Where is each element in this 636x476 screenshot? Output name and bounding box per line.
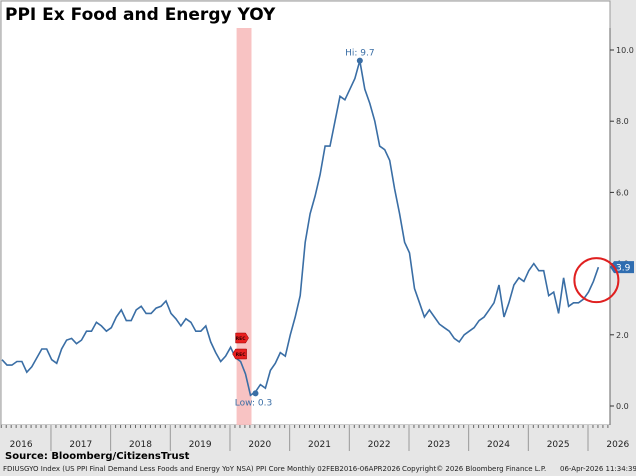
footer-copyright: Copyright© 2026 Bloomberg Finance L.P.: [402, 465, 547, 473]
low-label: Low: 0.3: [235, 398, 272, 408]
y-tick-label: 0.0: [616, 402, 629, 411]
recession-flag-label: REC: [236, 352, 247, 358]
y-tick-label: 10.0: [616, 46, 634, 55]
x-tick-label: 2021: [308, 440, 331, 450]
y-tick-label: 8.0: [616, 117, 629, 126]
low-point: [252, 390, 259, 397]
high-label: Hi: 9.7: [345, 49, 374, 59]
recession-flag-label: REC: [236, 336, 247, 342]
chart-title: PPI Ex Food and Energy YOY: [5, 5, 276, 25]
x-tick-label: 2026: [606, 440, 629, 450]
x-tick-label: 2017: [69, 440, 92, 450]
series-line: [1, 60, 600, 397]
x-tick-label: 2023: [427, 440, 450, 450]
high-point: [356, 57, 363, 64]
recession-band: [236, 28, 252, 425]
x-tick-label: 2022: [368, 440, 391, 450]
x-tick-label: 2016: [10, 440, 33, 450]
source-label: Source: Bloomberg/CitizensTrust: [5, 451, 190, 462]
x-tick-label: 2024: [487, 440, 510, 450]
recession-flag: [235, 332, 249, 344]
y-tick-label: 2.0: [616, 331, 629, 340]
footer-description: FDIUSGYO Index (US PPI Final Demand Less…: [3, 465, 401, 473]
x-tick-label: 2019: [189, 440, 212, 450]
highlight-circle: [573, 257, 620, 304]
y-tick-label: 6.0: [616, 188, 629, 197]
footer-timestamp: 06-Apr-2026 11:34:39: [560, 465, 636, 473]
recession-flag: [232, 348, 247, 360]
x-tick-label: 2018: [129, 440, 152, 450]
last-value-label: 3.9: [616, 264, 631, 274]
x-tick-label: 2020: [248, 440, 271, 450]
x-tick-label: 2025: [547, 440, 570, 450]
